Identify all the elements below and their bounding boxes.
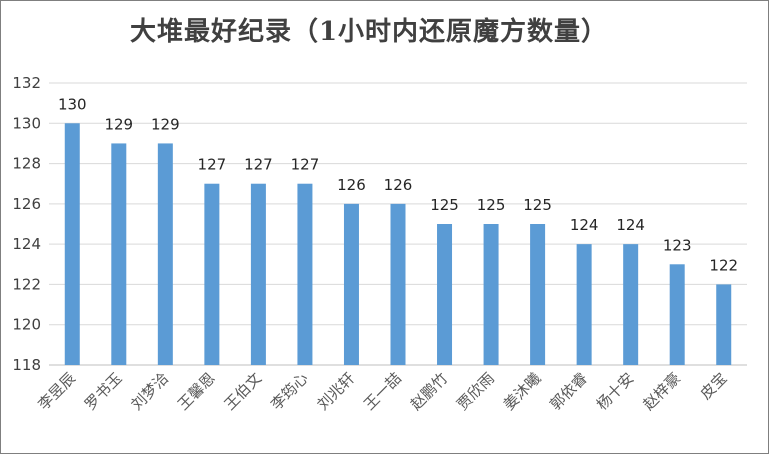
category-label: 王一喆 [360,369,405,414]
data-label: 122 [709,256,738,274]
y-tick-label: 130 [12,114,41,132]
category-label: 贾欣雨 [453,369,498,414]
data-label: 127 [198,156,227,174]
category-label: 王馨恩 [174,369,219,414]
y-tick-label: 118 [12,356,41,374]
category-label: 皮宝 [697,369,731,403]
category-label: 李昱辰 [35,369,80,414]
y-tick-label: 124 [12,235,41,253]
data-label: 130 [58,95,87,113]
category-label: 刘兆轩 [314,369,359,414]
bar [111,143,127,365]
category-label: 杨十安 [593,369,638,414]
data-label: 129 [151,115,180,133]
category-label: 姜沐曦 [500,369,545,414]
data-label: 125 [523,196,552,214]
bar [437,224,453,365]
y-tick-label: 132 [12,74,41,92]
bar [576,244,592,365]
bar [343,203,359,365]
category-label: 李筠心 [267,369,312,414]
category-label: 刘梦洽 [128,369,173,414]
category-label: 王伯文 [221,369,266,414]
y-tick-label: 128 [12,155,41,173]
bar [297,183,313,365]
chart-title: 大堆最好纪录（1小时内还原魔方数量） [129,17,609,47]
y-tick-label: 126 [12,195,41,213]
data-label: 127 [291,156,320,174]
bar [716,284,732,365]
data-label: 126 [337,176,366,194]
bar [250,183,266,365]
bar [64,123,80,366]
data-label: 125 [430,196,459,214]
category-label: 罗书玉 [81,369,126,414]
bar [157,143,173,365]
category-label: 赵梓豪 [639,369,684,414]
y-tick-label: 120 [12,316,41,334]
category-label: 赵鹏竹 [407,369,452,414]
bar [669,264,685,365]
data-label: 127 [244,156,273,174]
bar [204,183,220,365]
data-label: 124 [616,216,645,234]
data-label: 129 [104,115,133,133]
category-label: 郭依睿 [546,369,591,414]
y-tick-label: 122 [12,275,41,293]
bar [483,224,499,365]
bar [623,244,639,365]
data-label: 125 [477,196,506,214]
bar [390,203,406,365]
data-label: 123 [663,236,692,254]
data-label: 126 [384,176,413,194]
data-label: 124 [570,216,599,234]
bar [530,224,546,365]
